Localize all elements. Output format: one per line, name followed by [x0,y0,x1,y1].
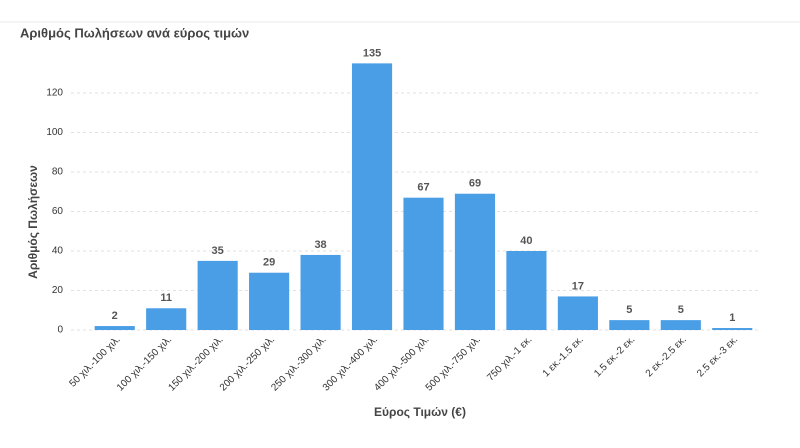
bar [146,308,187,330]
y-tick-label: 20 [52,285,64,296]
bar [557,296,598,330]
value-label: 40 [520,235,532,247]
y-tick-label: 120 [46,88,63,99]
bar [506,251,547,330]
bar [300,254,341,330]
bar [351,63,393,330]
value-label: 1 [729,312,735,324]
chart-title: Αριθμός Πωλήσεων ανά εύρος τιμών [20,25,249,40]
bar [609,320,650,330]
bar [660,320,701,330]
bar [712,328,753,330]
value-label: 35 [212,245,224,257]
bar [94,326,135,330]
value-label: 11 [160,292,172,304]
bar [454,193,496,330]
y-tick-label: 60 [52,206,64,217]
y-tick-label: 0 [57,325,63,336]
bar [249,272,290,330]
y-tick-label: 40 [52,246,64,257]
value-label: 29 [263,257,275,269]
y-axis-label: Αριθμός Πωλήσεων [26,165,40,279]
value-label: 5 [626,304,632,316]
value-label: 2 [112,310,118,322]
value-label: 5 [678,304,684,316]
bar [403,197,444,330]
value-label: 38 [314,239,326,251]
y-tick-label: 80 [52,167,64,178]
value-label: 69 [469,178,481,190]
bar [197,260,238,330]
y-tick-label: 100 [46,127,63,138]
x-axis-label: Εύρος Τιμών (€) [374,405,466,419]
value-label: 67 [417,182,429,194]
value-label: 135 [363,47,381,59]
value-label: 17 [572,280,584,292]
